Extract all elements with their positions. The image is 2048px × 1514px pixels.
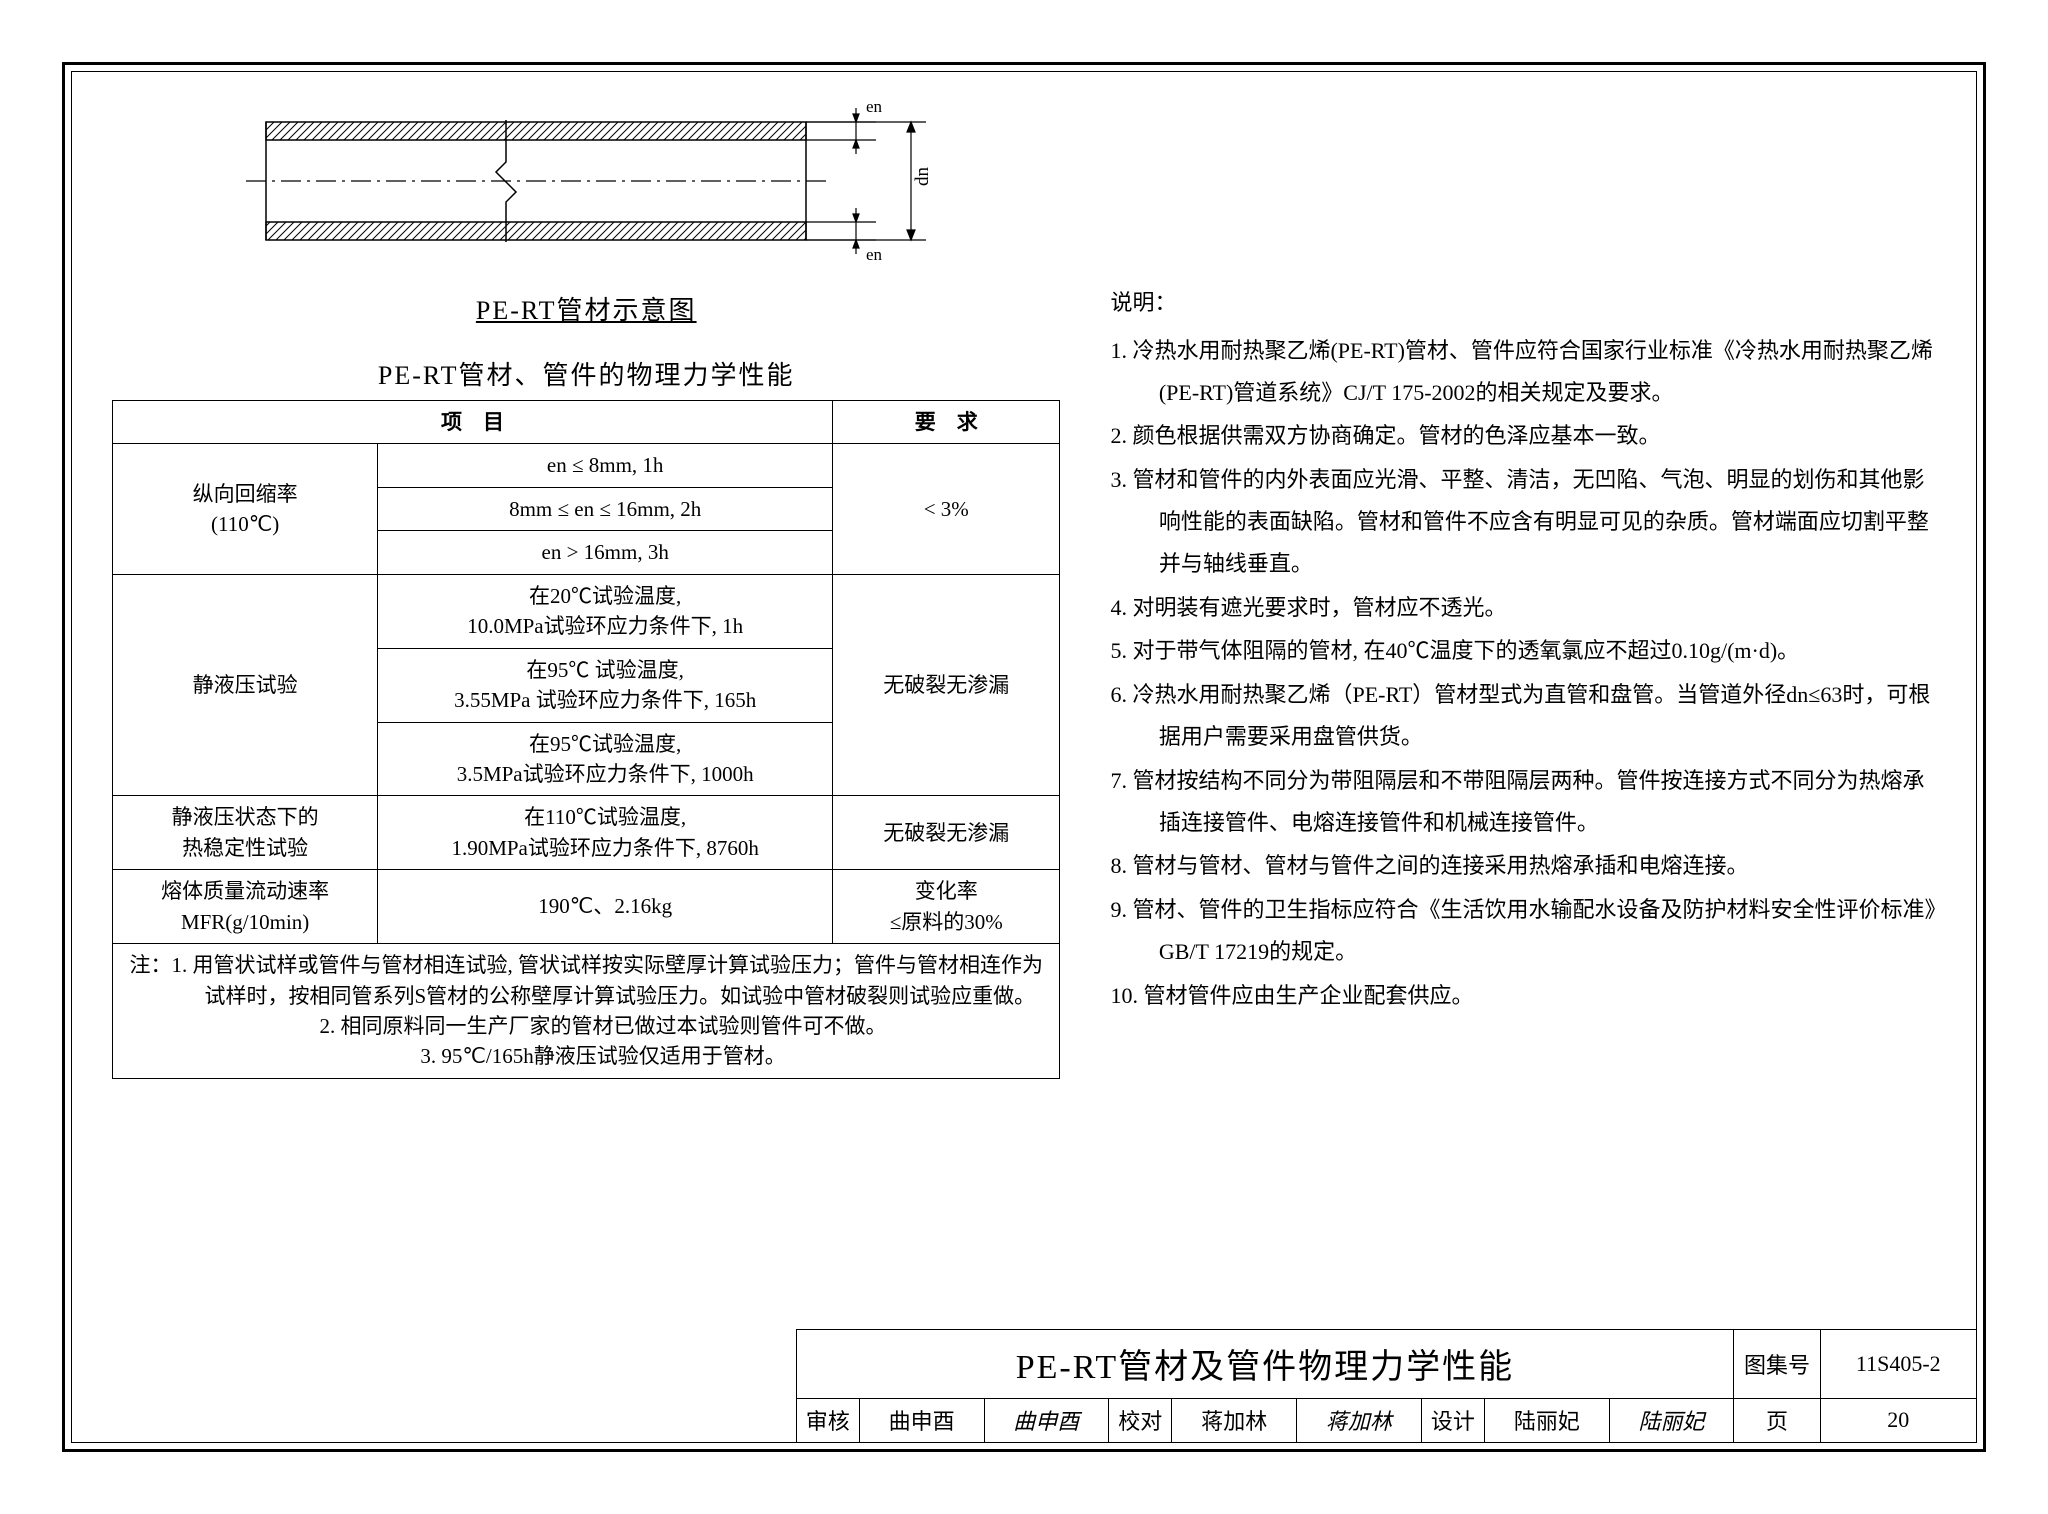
cell-item: 静液压状态下的 热稳定性试验	[113, 796, 378, 870]
content-area: en en dn PE-RT管材示意图 PE-RT管材、管件的物理力学性能 项 …	[72, 72, 1976, 1322]
title-block: PE-RT管材及管件物理力学性能 图集号 11S405-2 审核 曲申酉 曲申酉…	[796, 1329, 1976, 1442]
check-signature: 蒋加林	[1297, 1398, 1422, 1442]
right-column: 说明： 1. 冷热水用耐热聚乙烯(PE-RT)管材、管件应符合国家行业标准《冷热…	[1110, 102, 1936, 1312]
table-footnotes-row: 注：1. 用管状试样或管件与管材相连试验, 管状试样按实际壁厚计算试验压力；管件…	[113, 944, 1060, 1079]
inner-frame: en en dn PE-RT管材示意图 PE-RT管材、管件的物理力学性能 项 …	[71, 71, 1977, 1443]
page: en en dn PE-RT管材示意图 PE-RT管材、管件的物理力学性能 项 …	[20, 20, 2028, 1494]
dim-dn: dn	[912, 167, 933, 187]
cell-item: 静液压试验	[113, 574, 378, 796]
spec-note: 1. 冷热水用耐热聚乙烯(PE-RT)管材、管件应符合国家行业标准《冷热水用耐热…	[1110, 330, 1936, 414]
outer-frame: en en dn PE-RT管材示意图 PE-RT管材、管件的物理力学性能 项 …	[62, 62, 1986, 1452]
spec-note: 4. 对明装有遮光要求时，管材应不透光。	[1110, 587, 1936, 629]
cell-req: < 3%	[833, 444, 1060, 574]
spec-note: 3. 管材和管件的内外表面应光滑、平整、清洁，无凹陷、气泡、明显的划伤和其他影响…	[1110, 459, 1936, 584]
table-footnotes: 注：1. 用管状试样或管件与管材相连试验, 管状试样按实际壁厚计算试验压力；管件…	[113, 944, 1060, 1079]
table-title: PE-RT管材、管件的物理力学性能	[112, 355, 1060, 392]
atlas-label: 图集号	[1734, 1330, 1820, 1398]
spec-notes-list: 1. 冷热水用耐热聚乙烯(PE-RT)管材、管件应符合国家行业标准《冷热水用耐热…	[1110, 330, 1936, 1017]
footnote-line: 注：1. 用管状试样或管件与管材相连试验, 管状试样按实际壁厚计算试验压力；管件…	[123, 950, 1049, 1011]
page-label: 页	[1734, 1398, 1820, 1442]
cell-item: 熔体质量流动速率 MFR(g/10min)	[113, 870, 378, 944]
review-signature: 曲申酉	[984, 1398, 1109, 1442]
cell-cond: en > 16mm, 3h	[378, 531, 833, 574]
spec-note: 7. 管材按结构不同分为带阻隔层和不带阻隔层两种。管件按连接方式不同分为热熔承插…	[1110, 760, 1936, 844]
spec-note: 9. 管材、管件的卫生指标应符合《生活饮用水输配水设备及防护材料安全性评价标准》…	[1110, 889, 1936, 973]
cell-cond: 8mm ≤ en ≤ 16mm, 2h	[378, 487, 833, 530]
design-label: 设计	[1421, 1398, 1484, 1442]
diagram-title: PE-RT管材示意图	[476, 290, 697, 327]
cell-req: 无破裂无渗漏	[833, 796, 1060, 870]
review-name: 曲申酉	[859, 1398, 984, 1442]
table-header-row: 项 目 要 求	[113, 401, 1060, 444]
table-row: 熔体质量流动速率 MFR(g/10min) 190℃、2.16kg 变化率 ≤原…	[113, 870, 1060, 944]
cell-cond: 在20℃试验温度, 10.0MPa试验环应力条件下, 1h	[378, 574, 833, 648]
dim-en-top: en	[866, 102, 883, 116]
atlas-value: 11S405-2	[1820, 1330, 1976, 1398]
spec-note: 2. 颜色根据供需双方协商确定。管材的色泽应基本一致。	[1110, 415, 1936, 457]
spec-note: 5. 对于带气体阻隔的管材, 在40℃温度下的透氧氯应不超过0.10g/(m·d…	[1110, 630, 1936, 672]
cell-req: 无破裂无渗漏	[833, 574, 1060, 796]
cell-cond: en ≤ 8mm, 1h	[378, 444, 833, 487]
spec-note: 8. 管材与管材、管材与管件之间的连接采用热熔承插和电熔连接。	[1110, 845, 1936, 887]
design-signature: 陆丽妃	[1609, 1398, 1734, 1442]
cell-req: 变化率 ≤原料的30%	[833, 870, 1060, 944]
review-label: 审核	[797, 1398, 860, 1442]
spec-note: 10. 管材管件应由生产企业配套供应。	[1110, 975, 1936, 1017]
spec-note: 6. 冷热水用耐热聚乙烯（PE-RT）管材型式为直管和盘管。当管道外径dn≤63…	[1110, 674, 1936, 758]
dim-en-bottom: en	[866, 245, 883, 264]
properties-table: 项 目 要 求 纵向回缩率 (110℃) en ≤ 8mm, 1h < 3% 8…	[112, 400, 1060, 1079]
table-row: 静液压试验 在20℃试验温度, 10.0MPa试验环应力条件下, 1h 无破裂无…	[113, 574, 1060, 648]
drawing-title: PE-RT管材及管件物理力学性能	[797, 1330, 1734, 1398]
cell-item: 纵向回缩率 (110℃)	[113, 444, 378, 574]
footnote-line: 3. 95℃/165h静液压试验仅适用于管材。	[123, 1041, 1049, 1071]
table-row: 静液压状态下的 热稳定性试验 在110℃试验温度, 1.90MPa试验环应力条件…	[113, 796, 1060, 870]
notes-label: 说明：	[1110, 282, 1936, 324]
footnote-line: 2. 相同原料同一生产厂家的管材已做过本试验则管件可不做。	[123, 1011, 1049, 1041]
check-label: 校对	[1109, 1398, 1172, 1442]
page-number: 20	[1820, 1398, 1976, 1442]
cell-cond: 在110℃试验温度, 1.90MPa试验环应力条件下, 8760h	[378, 796, 833, 870]
th-req: 要 求	[833, 401, 1060, 444]
left-column: en en dn PE-RT管材示意图 PE-RT管材、管件的物理力学性能 项 …	[112, 102, 1060, 1312]
check-name: 蒋加林	[1172, 1398, 1297, 1442]
th-item: 项 目	[113, 401, 833, 444]
cell-cond: 在95℃试验温度, 3.5MPa试验环应力条件下, 1000h	[378, 722, 833, 796]
cell-cond: 190℃、2.16kg	[378, 870, 833, 944]
pipe-diagram-wrap: en en dn PE-RT管材示意图	[112, 102, 1060, 327]
cell-cond: 在95℃ 试验温度, 3.55MPa 试验环应力条件下, 165h	[378, 648, 833, 722]
design-name: 陆丽妃	[1485, 1398, 1610, 1442]
pipe-diagram: en en dn	[206, 102, 966, 282]
table-row: 纵向回缩率 (110℃) en ≤ 8mm, 1h < 3%	[113, 444, 1060, 487]
